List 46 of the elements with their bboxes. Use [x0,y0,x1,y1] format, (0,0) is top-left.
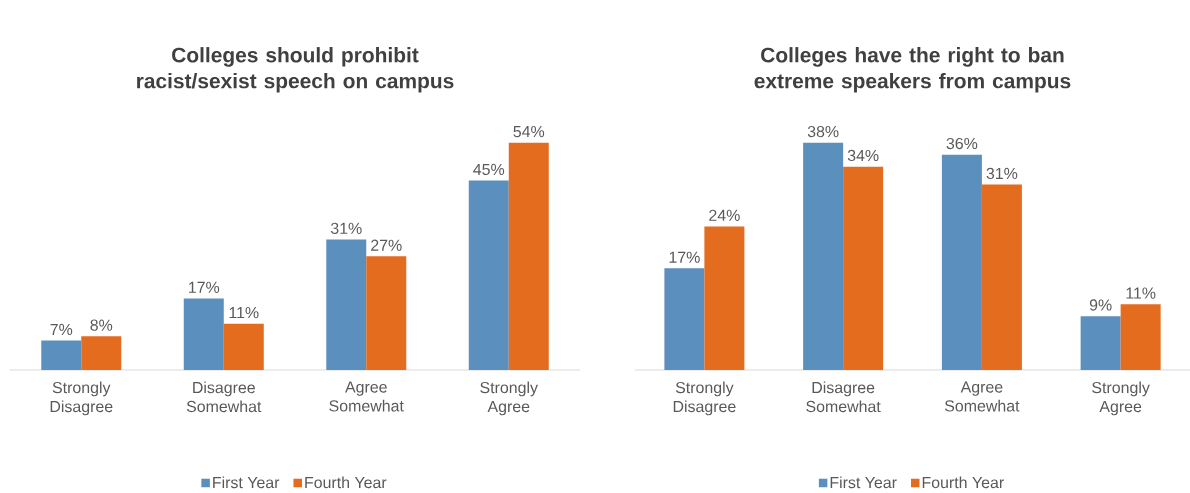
data-label: 34% [847,149,879,162]
bar [981,184,1022,370]
x-tick-label: Strongly Disagree [673,381,736,416]
chart-title: Colleges have the right to ban extreme speakers from campus [754,47,1071,93]
data-label: 9% [1089,299,1112,311]
x-tick-label: Disagree Somewhat [806,381,881,413]
bar [183,298,224,370]
bar [664,268,705,370]
legend-label: Fourth Year [305,476,387,489]
bar [508,142,549,370]
bar [803,142,844,370]
bar [468,180,509,370]
data-label: 17% [189,281,220,293]
bar [326,239,367,370]
bar [1080,316,1121,370]
x-tick-label: Strongly Disagree [50,381,113,416]
data-label: 17% [669,251,700,263]
bar [1120,304,1161,370]
data-label: 38% [807,125,839,138]
chart-title: Colleges should prohibit racist/sexist speech on campus [137,47,454,93]
data-label: 24% [709,209,740,221]
bar [941,154,982,370]
x-tick-label: Strongly Agree [480,381,538,416]
bar [223,323,264,370]
legend-label: First Year [213,476,280,489]
x-tick-label: Disagree Somewhat [186,381,262,413]
data-label: 11% [229,307,259,319]
bar [81,336,122,370]
x-tick-label: Strongly Agree [1092,381,1150,416]
bar [843,166,884,370]
bar [704,226,745,370]
data-label: 31% [986,167,1018,180]
data-label: 7% [50,323,73,336]
bar [41,340,82,370]
legend-label: Fourth Year [922,476,1004,489]
data-label: 27% [371,239,402,251]
bar [366,256,407,370]
data-label: 54% [513,125,545,138]
data-label: 8% [90,319,113,331]
data-label: 31% [330,222,362,234]
data-label: 45% [473,163,505,176]
legend-label: First Year [830,476,897,489]
x-tick-label: Agree Somewhat [329,381,404,412]
data-label: 36% [946,137,978,150]
data-label: 11% [1126,287,1156,299]
x-tick-label: Agree Somewhat [944,381,1020,412]
